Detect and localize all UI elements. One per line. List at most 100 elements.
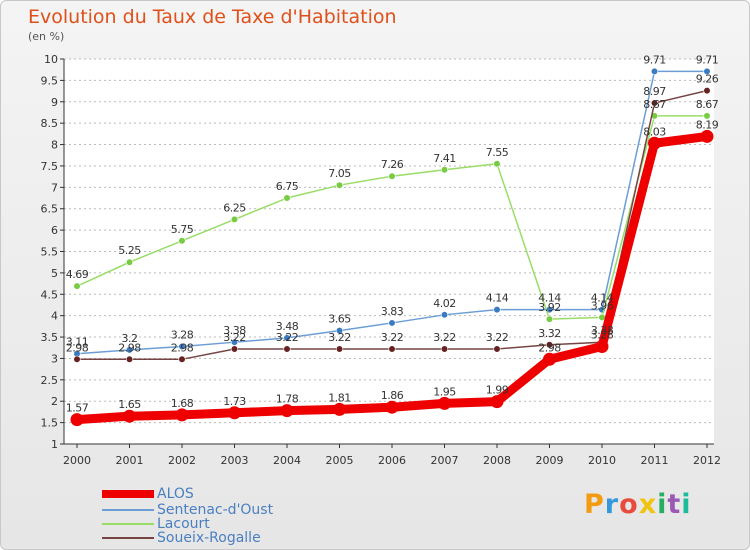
data-label-soueix-rogalle: 3.22 (433, 331, 456, 344)
data-label-alos: 1.65 (118, 398, 141, 411)
data-label-lacourt: 5.25 (118, 244, 141, 257)
data-label-soueix-rogalle: 8.97 (643, 85, 666, 98)
y-tick-label: 2 (51, 395, 58, 408)
y-tick-label: 3.5 (41, 331, 59, 344)
data-point-sentenac-d-oust (283, 334, 291, 342)
data-label-lacourt: 8.67 (643, 98, 666, 111)
y-tick-label: 10 (44, 53, 58, 66)
y-tick-label: 5 (51, 267, 58, 280)
legend-label-soueix: Soueix-Rogalle (157, 529, 261, 546)
data-point-alos (123, 409, 136, 423)
legend-label-lacourt: Lacourt (157, 515, 210, 532)
data-point-soueix-rogalle (283, 345, 291, 353)
legend-item-soueix: Soueix-Rogalle (102, 529, 261, 546)
data-point-alos (490, 395, 504, 409)
data-label-lacourt: 7.41 (433, 152, 456, 165)
data-point-alos (228, 406, 241, 420)
x-tick-label: 2004 (273, 454, 301, 467)
data-label-soueix-rogalle: 3.22 (381, 331, 404, 344)
data-label-sentenac-d-oust: 3.83 (381, 305, 404, 318)
x-tick-label: 2002 (168, 454, 196, 467)
data-label-alos: 1.73 (223, 395, 246, 408)
legend-swatch-lacourt (102, 522, 154, 525)
y-tick-label: 2.5 (41, 374, 59, 387)
data-label-lacourt: 7.26 (381, 158, 404, 171)
data-point-lacourt (178, 237, 186, 245)
y-tick-label: 6 (51, 224, 58, 237)
data-label-lacourt: 7.05 (328, 167, 351, 180)
y-tick-label: 6.5 (41, 203, 59, 216)
data-label-sentenac-d-oust: 4.02 (433, 297, 456, 310)
series-lacourt (73, 112, 711, 323)
x-tick-label: 2009 (536, 454, 564, 467)
y-tick-label: 4.5 (41, 288, 59, 301)
legend-label-sentenac: Sentenac-d'Oust (157, 501, 274, 518)
x-tick-label: 2010 (588, 454, 616, 467)
data-point-lacourt (388, 172, 396, 180)
data-label-sentenac-d-oust: 9.71 (696, 53, 719, 66)
legend-label-alos: ALOS (157, 485, 194, 502)
x-tick-label: 2006 (378, 454, 406, 467)
series-sentenac-d-oust (73, 67, 711, 358)
data-label-soueix-rogalle: 3.22 (328, 331, 351, 344)
y-tick-label: 1 (51, 438, 58, 451)
y-tick-label: 9 (51, 96, 58, 109)
y-tick-label: 9.5 (41, 74, 59, 87)
data-label-soueix-rogalle: 9.26 (696, 73, 719, 86)
x-tick-label: 2000 (63, 454, 91, 467)
legend-item-alos: ALOS (102, 485, 194, 502)
data-point-sentenac-d-oust (703, 67, 711, 76)
data-point-alos (70, 413, 84, 427)
data-label-alos: 1.99 (486, 384, 509, 397)
data-label-sentenac-d-oust: 3.2 (122, 332, 138, 345)
data-point-sentenac-d-oust (493, 306, 501, 314)
data-point-lacourt (125, 258, 134, 266)
legend-swatch-alos (102, 489, 154, 498)
y-tick-label: 3 (51, 352, 58, 365)
y-tick-label: 7 (51, 181, 58, 194)
legend-item-sentenac: Sentenac-d'Oust (102, 501, 274, 518)
data-label-sentenac-d-oust: 4.14 (538, 292, 561, 305)
data-point-lacourt (440, 166, 449, 174)
x-tick-label: 2003 (221, 454, 249, 467)
data-label-alos: 8.03 (643, 125, 666, 138)
data-label-lacourt: 5.75 (171, 223, 194, 236)
chart-title: Evolution du Taux de Taxe d'Habitation (28, 6, 397, 28)
data-label-sentenac-d-oust: 3.11 (66, 336, 89, 349)
x-tick-label: 2001 (116, 454, 144, 467)
data-point-lacourt (73, 282, 81, 290)
data-point-alos (700, 129, 714, 143)
data-label-alos: 8.19 (696, 118, 719, 131)
data-label-sentenac-d-oust: 3.28 (171, 328, 194, 341)
data-label-lacourt: 6.25 (223, 201, 246, 214)
data-label-lacourt: 3.96 (591, 299, 614, 312)
data-point-sentenac-d-oust (388, 319, 396, 327)
data-label-alos: 1.86 (381, 389, 404, 402)
data-label-alos: 1.57 (66, 402, 89, 415)
proxiti-logo: Proxiti (584, 489, 692, 520)
data-point-alos (175, 408, 189, 422)
data-point-soueix-rogalle (545, 341, 554, 349)
data-point-alos (648, 136, 661, 150)
data-point-soueix-rogalle (178, 355, 186, 363)
legend-item-lacourt: Lacourt (102, 515, 210, 532)
data-point-alos (333, 402, 346, 416)
x-tick-label: 2012 (693, 454, 721, 467)
data-label-lacourt: 6.75 (276, 180, 299, 193)
data-point-alos (595, 339, 609, 353)
x-tick-label: 2007 (431, 454, 459, 467)
data-point-alos (543, 352, 556, 366)
data-point-sentenac-d-oust (178, 342, 186, 351)
series-alos (70, 129, 714, 427)
x-tick-label: 2005 (326, 454, 354, 467)
data-label-soueix-rogalle: 2.98 (66, 341, 89, 354)
y-tick-label: 4 (51, 310, 58, 323)
data-label-soueix-rogalle: 2.98 (118, 341, 141, 354)
y-tick-label: 7.5 (41, 160, 59, 173)
data-label-lacourt: 7.55 (486, 146, 509, 159)
data-point-soueix-rogalle (125, 355, 134, 363)
data-label-alos: 1.68 (171, 397, 194, 410)
data-point-soueix-rogalle (388, 345, 396, 353)
